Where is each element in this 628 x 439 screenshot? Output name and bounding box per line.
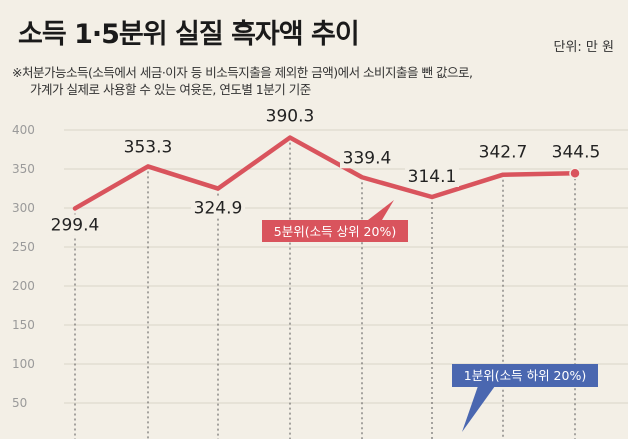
y-tick-label: 400 xyxy=(12,123,35,137)
y-tick-label: 100 xyxy=(12,357,35,371)
series-line-5th-quintile xyxy=(72,135,578,211)
callout-pointer-1st xyxy=(462,386,495,432)
value-label-bg xyxy=(48,214,102,236)
y-tick-label: 350 xyxy=(12,162,35,176)
value-label-bg xyxy=(263,105,317,127)
value-label-bg xyxy=(405,166,459,188)
value-label-bg xyxy=(549,141,603,163)
value-label: 344.5 xyxy=(552,142,601,162)
y-tick-label: 300 xyxy=(12,201,35,215)
y-tick-label: 200 xyxy=(12,279,35,293)
y-tick-label: 50 xyxy=(12,396,27,410)
callout-box-1st xyxy=(452,364,598,387)
value-label: 299.4 xyxy=(51,215,100,235)
value-label-bg xyxy=(121,136,175,158)
value-label-bg xyxy=(476,141,530,163)
callout-pointer-5th xyxy=(368,200,394,220)
value-label: 314.1 xyxy=(408,167,457,187)
value-label-bg xyxy=(340,147,394,169)
note-line-1: ※처분가능소득(소득에서 세금·이자 등 비소득지출을 제외한 금액)에서 소비… xyxy=(12,65,473,80)
callout-box-5th xyxy=(262,220,408,242)
value-label: 390.3 xyxy=(266,107,315,127)
y-tick-label: 150 xyxy=(12,318,35,332)
data-point xyxy=(569,167,581,180)
value-label: 353.3 xyxy=(124,137,173,157)
y-tick-label: 250 xyxy=(12,240,35,254)
note-line-2: 가계가 실제로 사용할 수 있는 여윳돈, 연도별 1분기 기준 xyxy=(30,82,311,97)
value-label-bg xyxy=(191,197,245,219)
unit-label: 단위: 만 원 xyxy=(553,40,615,55)
value-label: 342.7 xyxy=(479,143,528,163)
callout-label-1st: 1분위(소득 하위 20%) xyxy=(464,368,586,383)
chart-note: ※처분가능소득(소득에서 세금·이자 등 비소득지출을 제외한 금액)에서 소비… xyxy=(12,64,473,98)
value-label: 339.4 xyxy=(343,148,392,168)
chart-title: 소득 1·5분위 실질 흑자액 추이 xyxy=(18,19,360,50)
callout-label-5th: 5분위(소득 상위 20%) xyxy=(274,224,396,239)
value-label: 324.9 xyxy=(194,199,243,219)
